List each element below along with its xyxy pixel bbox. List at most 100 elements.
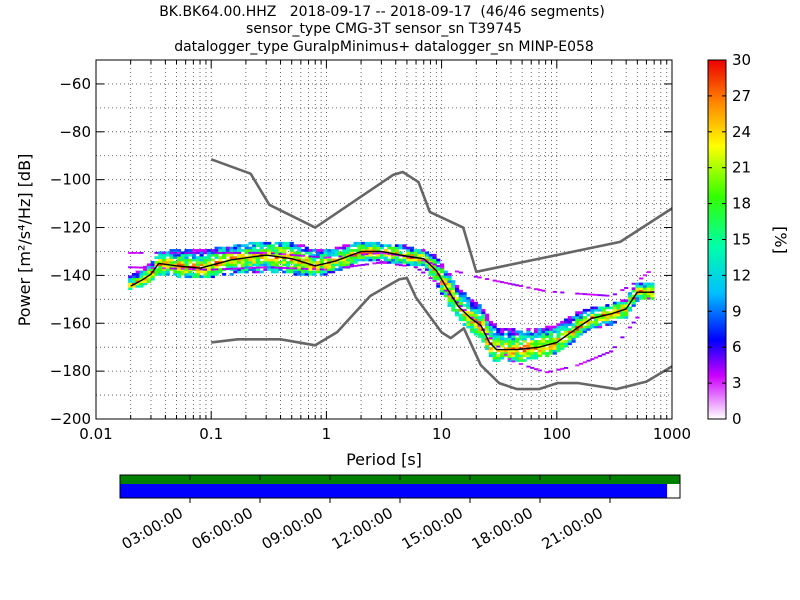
density-outlier-cell [252,266,257,269]
density-cell [225,249,230,252]
density-cell [594,320,599,324]
density-cell [289,246,294,250]
density-cell [327,251,332,255]
density-cell [376,244,381,247]
density-cell [650,292,655,295]
density-cell [624,308,629,312]
density-cell [443,292,448,295]
density-cell [331,268,336,271]
density-cell [195,268,200,271]
density-cell [526,344,531,348]
density-cell [421,251,426,255]
density-cell [473,306,478,310]
density-outlier-cell [184,251,189,254]
density-cell [496,359,501,362]
density-cell [139,273,144,276]
y-tick-label: −200 [50,410,91,428]
density-cell [556,332,561,336]
density-cell [180,251,185,255]
density-cell [492,340,497,343]
density-outlier-cell [312,268,317,271]
density-cell [188,275,193,279]
density-outlier-cell [128,251,133,254]
time-coverage-bar: 03:00:00 06:00:00 09:00:00 12:00:00 15:00:00… [119,474,681,553]
density-cell [507,337,512,341]
density-cell [248,246,253,250]
density-cell [507,335,512,338]
density-cell [237,249,242,252]
density-cell [436,284,441,288]
x-tick-label: 1000 [653,425,691,443]
density-cell [334,253,339,257]
density-cell [485,340,490,343]
density-outlier-cell [255,266,261,269]
density-cell [248,268,253,271]
density-cell [364,246,369,250]
series-low-noise-model [211,276,672,391]
density-cell [199,253,204,257]
density-cell [323,249,328,252]
colorbar: 0 3 6 9 12 15 18 21 24 27 30 [%] [707,51,790,428]
density-cell [470,299,475,303]
density-outlier-cell [421,259,426,262]
density-outlier-cell [150,266,155,269]
density-cell [323,265,328,269]
density-outlier-cell [443,289,448,292]
density-cell [210,251,215,255]
density-cell [594,318,599,322]
density-cell [282,263,287,267]
density-cell [379,256,385,259]
density-cell [537,330,542,334]
density-cell [458,308,463,312]
density-cell [473,318,478,322]
density-cell [368,249,373,252]
density-cell [432,261,437,264]
density-cell [214,273,219,276]
density-cell [413,251,418,255]
density-cell [496,349,501,353]
density-outlier-cell [229,267,234,270]
density-cell [376,258,381,262]
density-cell [285,261,291,264]
density-cell [627,292,633,295]
density-cell [616,311,621,314]
density-cell [293,261,298,264]
density-cell [518,332,524,336]
density-outlier-cell [582,293,587,296]
density-cell [327,258,332,262]
density-cell [526,328,531,331]
density-cell [342,244,347,247]
density-cell [485,347,490,350]
density-cell [458,299,463,303]
density-cell [439,270,445,274]
density-cell [184,263,189,267]
density-cell [481,337,486,341]
density-outlier-cell [560,291,565,294]
density-cell [526,354,531,358]
density-cell [259,249,264,252]
density-cell [259,246,264,250]
density-cell [522,354,527,358]
density-cell [612,316,617,319]
density-cell [289,256,294,259]
density-cell [447,304,452,307]
y-tick-label: −120 [50,219,91,237]
density-outlier-cell [560,367,565,370]
density-outlier-cell [222,268,227,271]
density-cell [639,294,644,298]
density-cell [173,265,178,269]
density-cell [500,354,505,358]
density-cell [331,261,336,264]
density-cell [533,351,539,355]
density-cell [548,337,554,341]
density-cell [195,249,200,252]
density-cell [413,249,418,252]
density-cell [402,246,407,250]
density-cell [451,304,456,307]
density-cell [184,270,189,274]
density-cell [533,328,539,331]
density-outlier-cell [300,254,306,257]
density-cell [496,342,501,346]
density-cell [368,251,373,255]
density-outlier-cell [496,280,501,283]
